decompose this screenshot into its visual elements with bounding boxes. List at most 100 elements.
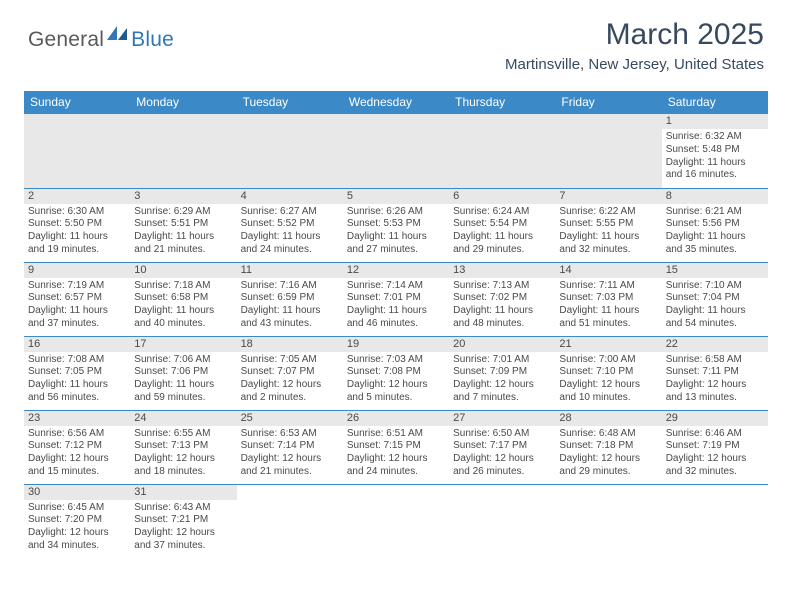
day-number: 19: [343, 337, 449, 352]
sunrise-line: Sunrise: 6:43 AM: [134, 502, 232, 515]
daylight-line-1: Daylight: 11 hours: [666, 305, 764, 318]
daylight-line-2: and 21 minutes.: [241, 466, 339, 479]
sunset-line: Sunset: 7:20 PM: [28, 514, 126, 527]
sunrise-line: Sunrise: 7:06 AM: [134, 354, 232, 367]
daylight-line-2: and 18 minutes.: [134, 466, 232, 479]
day-body: Sunrise: 6:22 AMSunset: 5:55 PMDaylight:…: [555, 204, 661, 260]
sunset-line: Sunset: 7:04 PM: [666, 292, 764, 305]
daylight-line-1: Daylight: 11 hours: [134, 305, 232, 318]
daylight-line-1: Daylight: 11 hours: [559, 231, 657, 244]
sunset-line: Sunset: 5:53 PM: [347, 218, 445, 231]
sail-icon: [107, 26, 129, 42]
day-cell: 16Sunrise: 7:08 AMSunset: 7:05 PMDayligh…: [24, 336, 130, 410]
day-cell: 7Sunrise: 6:22 AMSunset: 5:55 PMDaylight…: [555, 188, 661, 262]
day-cell: 1Sunrise: 6:32 AMSunset: 5:48 PMDaylight…: [662, 114, 768, 188]
sunrise-line: Sunrise: 6:27 AM: [241, 206, 339, 219]
day-cell: [555, 114, 661, 188]
sunset-line: Sunset: 5:48 PM: [666, 144, 764, 157]
day-cell: 14Sunrise: 7:11 AMSunset: 7:03 PMDayligh…: [555, 262, 661, 336]
day-cell: 17Sunrise: 7:06 AMSunset: 7:06 PMDayligh…: [130, 336, 236, 410]
daylight-line-1: Daylight: 12 hours: [347, 379, 445, 392]
sunrise-line: Sunrise: 7:00 AM: [559, 354, 657, 367]
logo-text-general: General: [28, 28, 104, 52]
daylight-line-2: and 32 minutes.: [666, 466, 764, 479]
daylight-line-2: and 48 minutes.: [453, 318, 551, 331]
day-number: 14: [555, 263, 661, 278]
daylight-line-2: and 29 minutes.: [453, 244, 551, 257]
day-number: 5: [343, 189, 449, 204]
sunset-line: Sunset: 7:13 PM: [134, 440, 232, 453]
sunrise-line: Sunrise: 7:13 AM: [453, 280, 551, 293]
day-body: Sunrise: 7:01 AMSunset: 7:09 PMDaylight:…: [449, 352, 555, 408]
daylight-line-2: and 21 minutes.: [134, 244, 232, 257]
day-body: Sunrise: 6:56 AMSunset: 7:12 PMDaylight:…: [24, 426, 130, 482]
daylight-line-2: and 7 minutes.: [453, 392, 551, 405]
sunset-line: Sunset: 7:17 PM: [453, 440, 551, 453]
sunset-line: Sunset: 6:57 PM: [28, 292, 126, 305]
day-number: 1: [662, 114, 768, 129]
day-body: Sunrise: 6:43 AMSunset: 7:21 PMDaylight:…: [130, 500, 236, 556]
sunset-line: Sunset: 7:12 PM: [28, 440, 126, 453]
day-cell: 19Sunrise: 7:03 AMSunset: 7:08 PMDayligh…: [343, 336, 449, 410]
sunset-line: Sunset: 7:07 PM: [241, 366, 339, 379]
dayname-friday: Friday: [555, 91, 661, 114]
day-body: Sunrise: 6:21 AMSunset: 5:56 PMDaylight:…: [662, 204, 768, 260]
day-cell: 26Sunrise: 6:51 AMSunset: 7:15 PMDayligh…: [343, 410, 449, 484]
day-number: 22: [662, 337, 768, 352]
daylight-line-1: Daylight: 12 hours: [134, 527, 232, 540]
sunset-line: Sunset: 6:58 PM: [134, 292, 232, 305]
daylight-line-1: Daylight: 11 hours: [453, 305, 551, 318]
sunset-line: Sunset: 7:15 PM: [347, 440, 445, 453]
calendar-table: SundayMondayTuesdayWednesdayThursdayFrid…: [24, 91, 768, 558]
day-number: 6: [449, 189, 555, 204]
day-number: 27: [449, 411, 555, 426]
sunset-line: Sunset: 7:19 PM: [666, 440, 764, 453]
sunrise-line: Sunrise: 7:08 AM: [28, 354, 126, 367]
day-cell: 9Sunrise: 7:19 AMSunset: 6:57 PMDaylight…: [24, 262, 130, 336]
daylight-line-1: Daylight: 11 hours: [453, 231, 551, 244]
daylight-line-1: Daylight: 11 hours: [559, 305, 657, 318]
week-row: 1Sunrise: 6:32 AMSunset: 5:48 PMDaylight…: [24, 114, 768, 188]
day-body: Sunrise: 6:30 AMSunset: 5:50 PMDaylight:…: [24, 204, 130, 260]
day-number: 13: [449, 263, 555, 278]
daylight-line-2: and 51 minutes.: [559, 318, 657, 331]
day-cell: 22Sunrise: 6:58 AMSunset: 7:11 PMDayligh…: [662, 336, 768, 410]
daylight-line-2: and 56 minutes.: [28, 392, 126, 405]
day-cell: [449, 114, 555, 188]
sunrise-line: Sunrise: 6:30 AM: [28, 206, 126, 219]
day-body: Sunrise: 6:48 AMSunset: 7:18 PMDaylight:…: [555, 426, 661, 482]
day-body: Sunrise: 7:08 AMSunset: 7:05 PMDaylight:…: [24, 352, 130, 408]
sunrise-line: Sunrise: 7:19 AM: [28, 280, 126, 293]
daylight-line-2: and 15 minutes.: [28, 466, 126, 479]
day-body: Sunrise: 6:32 AMSunset: 5:48 PMDaylight:…: [662, 129, 768, 185]
day-body: Sunrise: 7:10 AMSunset: 7:04 PMDaylight:…: [662, 278, 768, 334]
sunset-line: Sunset: 5:56 PM: [666, 218, 764, 231]
daylight-line-1: Daylight: 12 hours: [241, 379, 339, 392]
day-body: Sunrise: 7:13 AMSunset: 7:02 PMDaylight:…: [449, 278, 555, 334]
day-cell: 31Sunrise: 6:43 AMSunset: 7:21 PMDayligh…: [130, 484, 236, 558]
day-number: 17: [130, 337, 236, 352]
day-cell: 6Sunrise: 6:24 AMSunset: 5:54 PMDaylight…: [449, 188, 555, 262]
day-number: 26: [343, 411, 449, 426]
day-cell: 25Sunrise: 6:53 AMSunset: 7:14 PMDayligh…: [237, 410, 343, 484]
day-number: 25: [237, 411, 343, 426]
day-body: Sunrise: 7:05 AMSunset: 7:07 PMDaylight:…: [237, 352, 343, 408]
dayname-monday: Monday: [130, 91, 236, 114]
daylight-line-1: Daylight: 12 hours: [666, 379, 764, 392]
daylight-line-1: Daylight: 11 hours: [241, 305, 339, 318]
sunset-line: Sunset: 7:03 PM: [559, 292, 657, 305]
sunrise-line: Sunrise: 6:50 AM: [453, 428, 551, 441]
daylight-line-1: Daylight: 12 hours: [347, 453, 445, 466]
day-cell: 29Sunrise: 6:46 AMSunset: 7:19 PMDayligh…: [662, 410, 768, 484]
day-body: Sunrise: 6:53 AMSunset: 7:14 PMDaylight:…: [237, 426, 343, 482]
sunset-line: Sunset: 7:10 PM: [559, 366, 657, 379]
sunrise-line: Sunrise: 6:26 AM: [347, 206, 445, 219]
dayname-wednesday: Wednesday: [343, 91, 449, 114]
daylight-line-2: and 16 minutes.: [666, 169, 764, 182]
daylight-line-2: and 35 minutes.: [666, 244, 764, 257]
sunrise-line: Sunrise: 6:46 AM: [666, 428, 764, 441]
sunrise-line: Sunrise: 6:48 AM: [559, 428, 657, 441]
day-cell: 28Sunrise: 6:48 AMSunset: 7:18 PMDayligh…: [555, 410, 661, 484]
day-body: Sunrise: 6:26 AMSunset: 5:53 PMDaylight:…: [343, 204, 449, 260]
daylight-line-1: Daylight: 11 hours: [241, 231, 339, 244]
